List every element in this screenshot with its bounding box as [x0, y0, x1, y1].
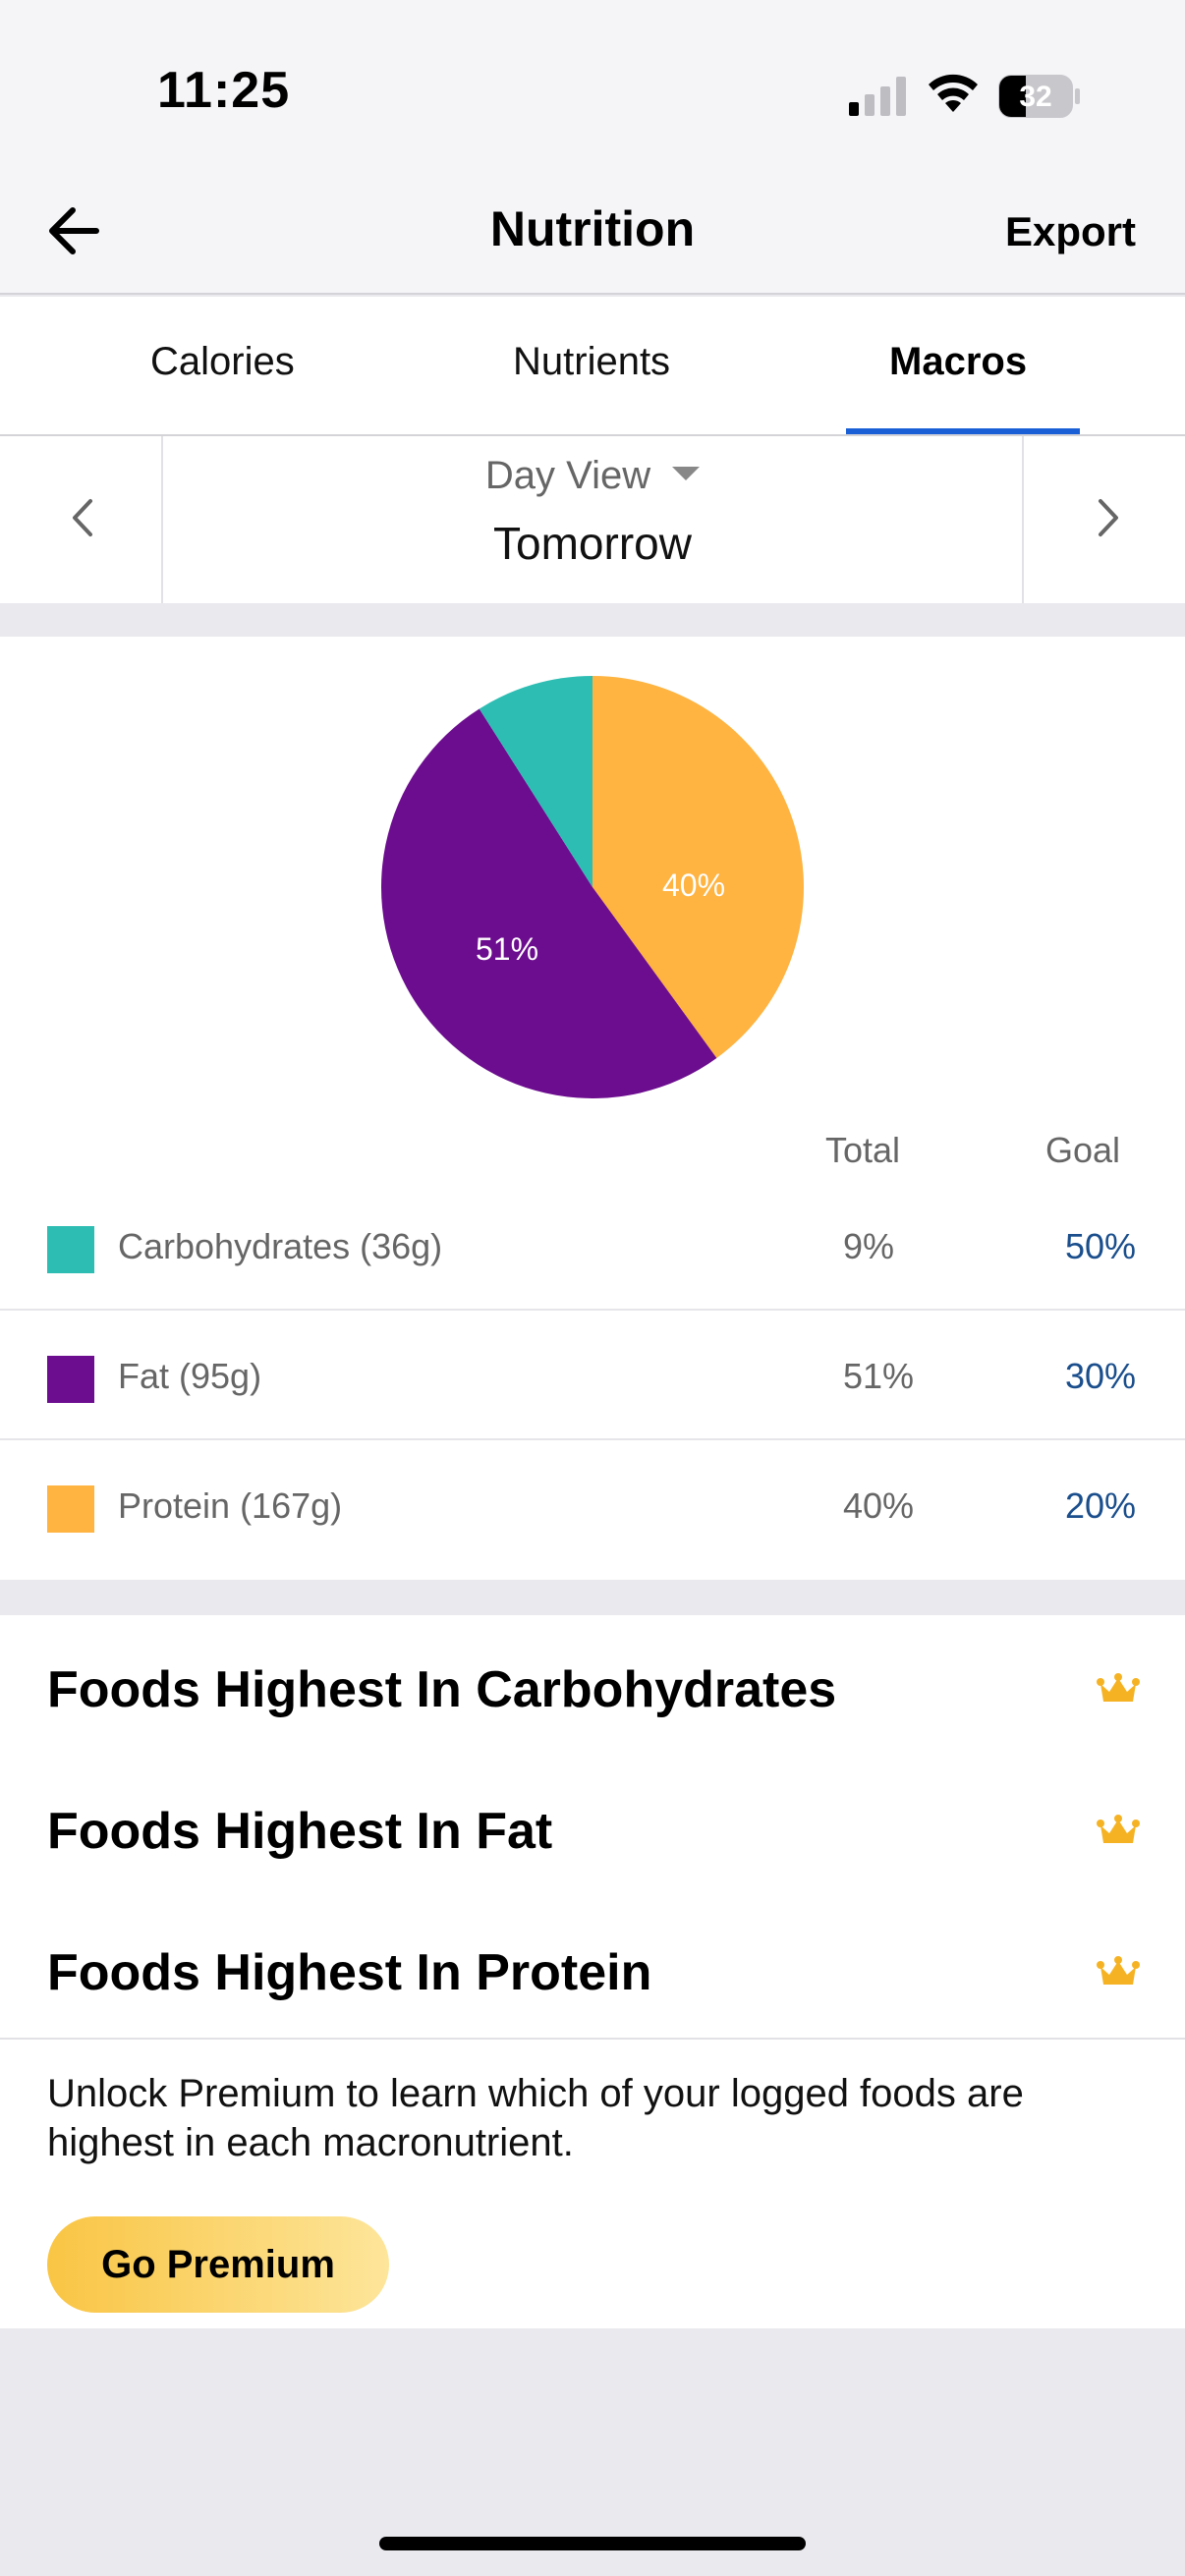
- export-button[interactable]: Export: [1004, 208, 1136, 254]
- active-tab-indicator: [846, 428, 1080, 434]
- foods-highest-card: Foods Highest In Carbohydrates Foods Hig…: [0, 1615, 1185, 2328]
- macro-row-carbohydrates: Carbohydrates (36g) 9% 50%: [0, 1181, 1185, 1311]
- top-bar: 11:25 32 Nutrition Export: [0, 0, 1185, 295]
- status-time: 11:25: [157, 62, 291, 119]
- battery-icon: 32: [998, 75, 1081, 118]
- fat-swatch: [47, 1356, 94, 1403]
- macro-label: Fat (95g): [118, 1356, 262, 1396]
- column-header-goal: Goal: [1044, 1130, 1120, 1170]
- tab-macros[interactable]: Macros: [889, 340, 1028, 383]
- carbohydrates-swatch: [47, 1226, 94, 1273]
- macro-row-protein: Protein (167g) 40% 20%: [0, 1440, 1185, 1570]
- protein-swatch: [47, 1485, 94, 1533]
- chevron-left-icon: [73, 499, 92, 536]
- pie-slice-fat: [381, 708, 717, 1098]
- macro-goal[interactable]: 20%: [1064, 1485, 1136, 1526]
- macro-label: Carbohydrates (36g): [118, 1226, 443, 1266]
- macro-row-fat: Fat (95g) 51% 30%: [0, 1311, 1185, 1440]
- view-dropdown[interactable]: Day View: [0, 454, 1185, 498]
- premium-description: Unlock Premium to learn which of your lo…: [47, 2072, 1024, 2164]
- tab-calories[interactable]: Calories: [150, 340, 295, 383]
- caret-down-icon: [672, 467, 701, 481]
- crown-icon: [1097, 1956, 1140, 1985]
- macros-pie-chart: 40% 51%: [381, 676, 804, 1098]
- battery-level: 32: [1019, 81, 1052, 113]
- macro-goal[interactable]: 50%: [1064, 1226, 1136, 1266]
- macro-total: 40%: [843, 1485, 915, 1526]
- date-selector: Day View Tomorrow: [0, 436, 1185, 603]
- macro-total: 51%: [843, 1356, 915, 1396]
- divider: [0, 2038, 1185, 2040]
- go-premium-button[interactable]: Go Premium: [47, 2216, 389, 2313]
- tab-bar: Calories Nutrients Macros: [0, 297, 1185, 436]
- wifi-icon: [929, 74, 978, 112]
- tab-nutrients[interactable]: Nutrients: [513, 340, 671, 383]
- column-header-total: Total: [825, 1130, 901, 1170]
- macro-label: Protein (167g): [118, 1485, 343, 1526]
- home-indicator: [379, 2537, 806, 2550]
- foods-highest-carbohydrates[interactable]: Foods Highest In Carbohydrates: [47, 1661, 837, 1718]
- pie-slice-carbohydrates: [479, 676, 592, 887]
- chevron-right-icon: [1099, 499, 1118, 536]
- macro-goal[interactable]: 30%: [1064, 1356, 1136, 1396]
- foods-highest-protein[interactable]: Foods Highest In Protein: [47, 1944, 652, 2001]
- previous-day-button[interactable]: [0, 436, 163, 603]
- pie-label-fat: 51%: [476, 931, 538, 967]
- back-arrow-icon[interactable]: [39, 196, 108, 265]
- pie-label-protein: 40%: [662, 868, 725, 903]
- crown-icon: [1097, 1673, 1140, 1702]
- macros-card: 40% 51% Total Goal Carbohydrates (36g) 9…: [0, 637, 1185, 1580]
- selected-date: Tomorrow: [493, 518, 692, 569]
- foods-highest-fat[interactable]: Foods Highest In Fat: [47, 1803, 553, 1860]
- cellular-signal-icon: [849, 77, 906, 116]
- pie-slice-protein: [592, 676, 804, 1058]
- view-dropdown-label: Day View: [484, 454, 651, 497]
- next-day-button[interactable]: [1022, 436, 1185, 603]
- crown-icon: [1097, 1815, 1140, 1843]
- page-title: Nutrition: [489, 201, 696, 256]
- macro-total: 9%: [843, 1226, 895, 1266]
